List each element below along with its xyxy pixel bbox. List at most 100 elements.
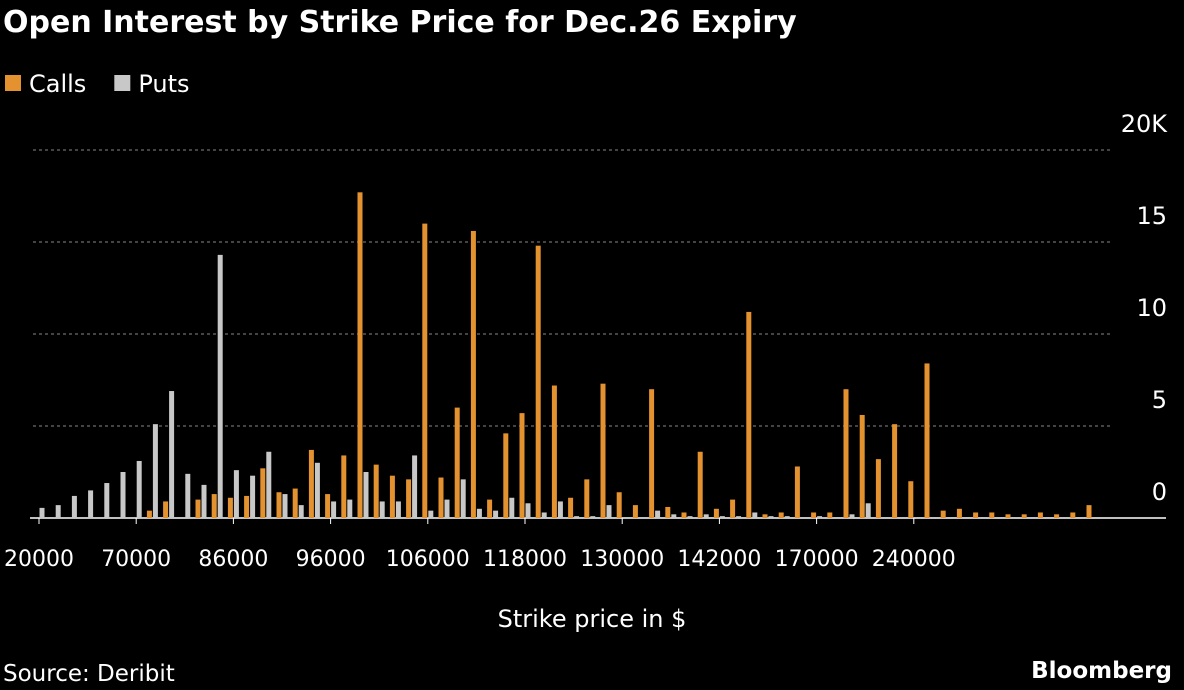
x-tick-label: 240000 [872, 547, 956, 572]
bar [282, 494, 288, 518]
bar [201, 484, 207, 518]
x-tick-label: 106000 [386, 547, 470, 572]
bar [859, 414, 865, 518]
chart-title: Open Interest by Strike Price for Dec.26… [3, 5, 797, 40]
bar [940, 510, 946, 518]
x-tick-label: 96000 [296, 547, 366, 572]
y-tick-label: 10 [1136, 294, 1167, 322]
bar [649, 389, 655, 518]
bar [379, 501, 385, 518]
bar [146, 510, 152, 518]
bar [762, 514, 768, 518]
bar [1070, 512, 1076, 518]
bar [551, 385, 557, 518]
bar [713, 508, 719, 518]
bar [1054, 514, 1060, 518]
legend-label: Puts [138, 70, 189, 98]
x-tick-label: 86000 [198, 547, 268, 572]
bar [843, 389, 849, 518]
bar [55, 505, 61, 518]
bar [292, 488, 298, 518]
bar [341, 455, 347, 518]
legend-swatch [114, 75, 131, 91]
bar [665, 506, 671, 518]
bar [331, 501, 337, 518]
bar [260, 468, 266, 518]
bar [908, 481, 914, 518]
bar [412, 455, 418, 518]
bar [632, 505, 638, 518]
bar [687, 516, 693, 518]
bar [1005, 514, 1011, 518]
bar [314, 462, 320, 518]
x-axis-label: Strike price in $ [498, 605, 687, 633]
bar [422, 223, 428, 518]
bar [509, 497, 515, 518]
bar [525, 503, 531, 518]
bar [892, 424, 898, 518]
bar [719, 516, 725, 518]
bar [233, 470, 239, 518]
bar [827, 512, 833, 518]
bar [438, 477, 444, 518]
y-tick-label: 15 [1136, 202, 1167, 230]
bar [357, 192, 363, 518]
bar [347, 499, 353, 518]
bar [373, 464, 379, 518]
bar [817, 516, 823, 518]
bar [584, 479, 590, 518]
bar [195, 499, 201, 518]
bar [1037, 512, 1043, 518]
bar [849, 514, 855, 518]
bar [460, 479, 466, 518]
y-tick-label: 5 [1152, 386, 1167, 414]
bar [519, 413, 525, 518]
bar [989, 512, 995, 518]
bar [973, 512, 979, 518]
bar [606, 505, 612, 518]
x-tick-label: 142000 [677, 547, 761, 572]
bar [703, 514, 709, 518]
x-tick-label: 170000 [775, 547, 859, 572]
bar [768, 516, 774, 518]
bar [266, 451, 272, 518]
bar [590, 516, 596, 518]
bar [541, 512, 547, 518]
bar [865, 503, 871, 518]
bar [681, 512, 687, 518]
source: Source: Deribit [3, 661, 175, 687]
bar [746, 311, 752, 518]
x-tick-label: 70000 [101, 547, 171, 572]
bar [163, 501, 169, 518]
bar [276, 492, 282, 518]
brand: Bloomberg [1031, 658, 1172, 684]
bar [924, 363, 930, 518]
bar [298, 505, 304, 518]
bar [778, 512, 784, 518]
bar [752, 512, 758, 518]
bar [476, 508, 482, 518]
bar [39, 507, 45, 518]
bar [616, 492, 622, 518]
bar [363, 472, 369, 518]
bar [227, 497, 233, 518]
bar [406, 479, 412, 518]
bar [152, 424, 158, 518]
bar [169, 391, 175, 518]
bar [1021, 514, 1027, 518]
x-tick-label: 130000 [580, 547, 664, 572]
bar [428, 510, 434, 518]
x-tick-label: 118000 [483, 547, 567, 572]
bar [557, 501, 563, 518]
bar [956, 508, 962, 518]
bar [487, 499, 493, 518]
bar [794, 466, 800, 518]
bar [217, 254, 223, 518]
bar [811, 512, 817, 518]
bar [535, 245, 541, 518]
bar [697, 451, 703, 518]
bar [784, 516, 790, 518]
